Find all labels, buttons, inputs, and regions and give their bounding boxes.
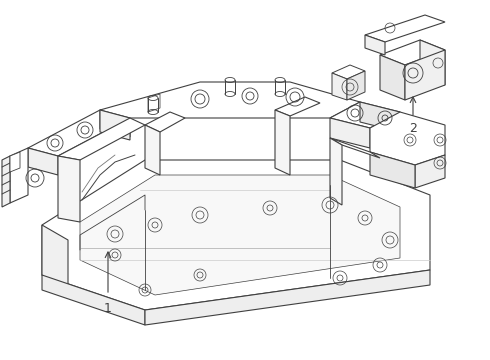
Polygon shape <box>405 50 445 100</box>
Polygon shape <box>370 152 415 188</box>
Polygon shape <box>58 156 80 222</box>
Polygon shape <box>10 148 28 203</box>
Text: 2: 2 <box>409 122 417 135</box>
Polygon shape <box>347 71 365 100</box>
Polygon shape <box>332 65 365 79</box>
Polygon shape <box>145 270 430 325</box>
Polygon shape <box>275 97 320 116</box>
Polygon shape <box>330 102 400 128</box>
Polygon shape <box>332 73 347 100</box>
Polygon shape <box>100 110 130 140</box>
Polygon shape <box>330 138 380 158</box>
Polygon shape <box>365 35 385 55</box>
Polygon shape <box>380 55 405 100</box>
Polygon shape <box>28 148 58 175</box>
Polygon shape <box>80 175 400 295</box>
Polygon shape <box>380 40 445 65</box>
Polygon shape <box>420 40 445 85</box>
Polygon shape <box>330 138 342 205</box>
Polygon shape <box>330 118 370 148</box>
Polygon shape <box>42 225 68 295</box>
Polygon shape <box>100 82 360 118</box>
Polygon shape <box>42 160 430 310</box>
Polygon shape <box>370 112 445 165</box>
Polygon shape <box>360 102 400 132</box>
Polygon shape <box>145 125 160 175</box>
Polygon shape <box>145 112 185 132</box>
Polygon shape <box>365 15 445 42</box>
Polygon shape <box>28 110 130 156</box>
Text: 1: 1 <box>104 302 112 315</box>
Polygon shape <box>415 155 445 188</box>
Polygon shape <box>42 275 145 325</box>
Polygon shape <box>10 152 20 172</box>
Polygon shape <box>100 110 130 137</box>
Polygon shape <box>275 110 290 175</box>
Polygon shape <box>58 118 145 160</box>
Polygon shape <box>148 94 160 112</box>
Polygon shape <box>2 156 10 207</box>
